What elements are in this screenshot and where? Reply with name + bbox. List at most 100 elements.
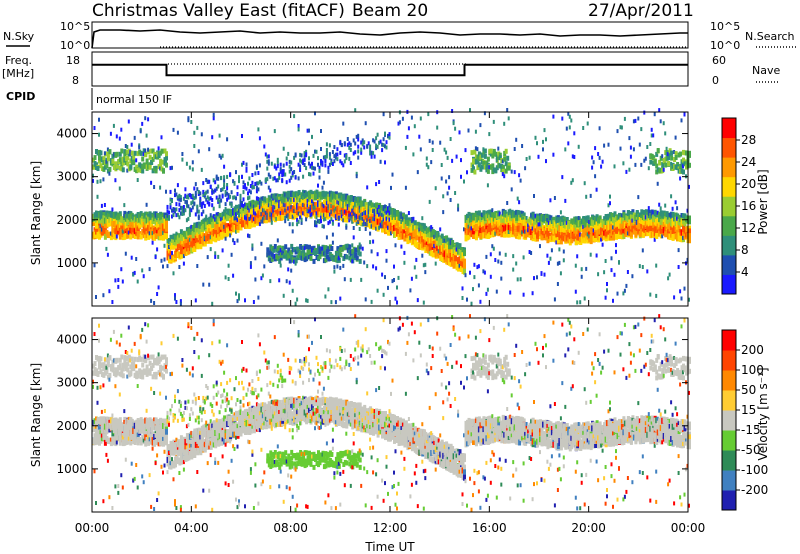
range-time-cell [488, 132, 491, 137]
range-time-cell [488, 232, 492, 239]
range-time-cell [485, 254, 488, 259]
range-time-cell [375, 226, 378, 231]
range-time-cell [542, 139, 544, 144]
range-time-cell [328, 219, 331, 224]
range-time-cell [604, 295, 607, 300]
range-time-cell [367, 209, 370, 214]
range-time-cell [191, 167, 194, 172]
range-time-cell [162, 168, 165, 174]
range-time-cell [364, 121, 367, 126]
range-time-cell [129, 152, 132, 157]
range-time-cell [238, 213, 240, 218]
range-time-cell [372, 239, 375, 244]
range-time-cell [92, 164, 95, 170]
range-time-cell [406, 134, 409, 139]
range-time-cell [251, 185, 254, 189]
range-time-cell [288, 222, 291, 227]
range-time-cell [288, 280, 291, 285]
range-time-cell [340, 210, 343, 215]
range-time-cell [387, 133, 389, 138]
range-time-cell [211, 198, 214, 202]
range-time-cell [354, 213, 357, 218]
range-time-cell [345, 254, 349, 260]
range-time-cell [446, 191, 449, 196]
range-time-cell [257, 295, 260, 300]
range-time-cell [302, 161, 305, 165]
range-time-cell [312, 166, 315, 171]
range-time-cell [215, 174, 218, 179]
range-time-cell [503, 174, 506, 179]
range-time-cell [238, 296, 240, 301]
range-time-cell [239, 199, 242, 204]
range-time-cell [570, 180, 573, 185]
range-time-cell [375, 266, 378, 271]
range-time-cell [533, 232, 536, 239]
range-time-cell [440, 163, 443, 167]
range-time-cell [586, 225, 590, 232]
range-time-cell [463, 179, 465, 184]
range-time-cell [387, 225, 389, 230]
range-time-cell [615, 233, 618, 240]
range-time-cell [266, 159, 269, 164]
range-time-cell [123, 153, 127, 159]
range-time-cell [287, 213, 290, 218]
range-time-cell [300, 217, 303, 222]
range-time-cell [464, 273, 467, 278]
range-time-cell [249, 221, 253, 228]
range-time-cell [263, 197, 266, 201]
range-time-cell [227, 263, 230, 268]
range-time-cell [507, 165, 511, 171]
range-time-cell [245, 186, 248, 191]
range-time-cell [232, 238, 235, 243]
range-time-cell [287, 197, 290, 202]
range-time-cell [545, 137, 547, 142]
range-time-cell [172, 271, 175, 276]
range-time-cell [549, 256, 552, 261]
range-time-cell [165, 162, 168, 168]
range-time-cell [266, 166, 269, 171]
range-time-cell [203, 191, 206, 196]
range-time-cell [151, 156, 155, 162]
range-time-cell [315, 211, 318, 216]
range-time-cell [340, 214, 343, 219]
range-time-cell [470, 301, 473, 306]
range-time-cell [205, 197, 208, 202]
range-time-cell [267, 154, 270, 159]
range-time-cell [606, 282, 608, 286]
range-time-cell [252, 221, 256, 228]
range-time-cell [561, 175, 564, 180]
range-time-cell [625, 169, 628, 174]
range-time-cell [188, 193, 191, 198]
range-time-cell [354, 216, 357, 221]
range-time-cell [297, 127, 300, 132]
range-time-cell [458, 243, 462, 250]
range-time-cell [339, 296, 342, 301]
range-time-cell [184, 187, 187, 192]
range-time-cell [209, 247, 212, 252]
range-time-cell [600, 164, 603, 169]
range-time-cell [174, 188, 176, 193]
range-time-cell [127, 119, 130, 124]
range-time-cell [194, 182, 197, 187]
range-time-cell [169, 255, 172, 260]
range-time-cell [208, 196, 211, 201]
range-time-cell [589, 193, 592, 198]
range-time-cell [425, 156, 428, 161]
range-time-cell [358, 258, 362, 264]
range-time-cell [357, 149, 360, 154]
range-time-cell [382, 143, 385, 148]
range-time-cell [247, 181, 249, 186]
range-time-cell [306, 198, 309, 203]
range-time-cell [95, 228, 98, 235]
range-time-cell [400, 220, 403, 224]
range-time-cell [550, 220, 553, 224]
range-time-cell [339, 265, 342, 270]
range-time-cell [232, 179, 235, 184]
range-time-cell [345, 216, 349, 223]
range-time-cell [309, 163, 312, 168]
range-time-cell [455, 247, 458, 252]
range-time-cell [248, 216, 251, 221]
range-time-cell [586, 232, 589, 237]
range-time-cell [175, 207, 178, 212]
range-time-cell [327, 169, 330, 174]
